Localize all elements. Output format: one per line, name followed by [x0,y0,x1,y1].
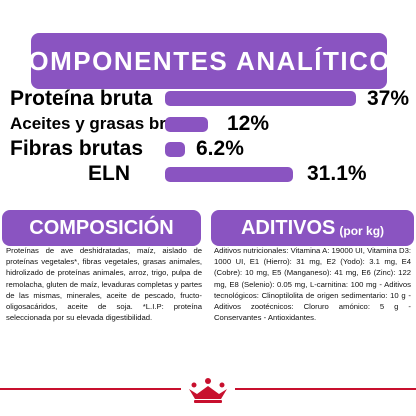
bar-eln [165,167,293,182]
additives-text: Aditivos nutricionales: Vitamina A: 1900… [214,246,411,323]
additives-title: ADITIVOS [240,216,336,239]
composition-text: Proteínas de ave deshidratadas, maíz, ai… [6,246,202,323]
row-label-fiber: Fibras brutas [10,137,144,160]
row-value-eln: 31.1% [307,162,367,185]
bar-protein [165,91,356,106]
composition-title-banner: COMPOSICIÓN [2,210,201,246]
composition-title: COMPOSICIÓN [29,216,174,239]
row-label-fat: Aceites y grasas brutos [10,114,202,133]
row-value-fiber: 6.2% [196,137,244,160]
bar-fiber [165,142,185,157]
additives-title-banner: ADITIVOS (por kg) [211,210,414,246]
bar-fat [165,117,208,132]
row-label-protein: Proteína bruta [10,87,153,110]
royal-canin-crown-icon [181,375,235,405]
additives-title-suffix: (por kg) [339,223,385,238]
row-label-eln: ELN [88,162,130,185]
row-value-protein: 37% [367,87,410,110]
row-value-fat: 12% [227,112,270,135]
analytics-title-banner: COMPONENTES ANALÍTICOS [31,33,387,89]
analytics-title: COMPONENTES ANALÍTICOS [31,45,387,76]
